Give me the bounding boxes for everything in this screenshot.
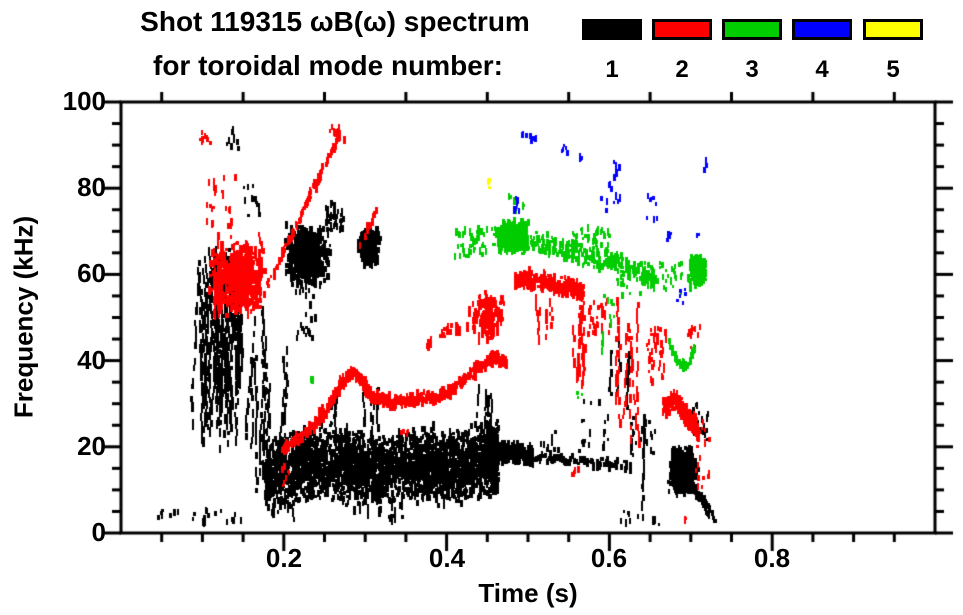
y-tick-label-60: 60 — [77, 257, 106, 288]
x-tick-label-0.6: 0.6 — [590, 543, 628, 573]
legend-label-mode-2: 2 — [675, 56, 689, 83]
legend-swatch-mode-1 — [582, 19, 642, 40]
x-axis-title: Time (s) — [478, 578, 578, 608]
y-tick-label-0: 0 — [91, 516, 106, 547]
legend-swatch-mode-3 — [722, 19, 782, 40]
legend-swatch-mode-2 — [652, 19, 712, 40]
y-axis-title: Frequency (kHz) — [8, 215, 39, 419]
y-tick-label-20: 20 — [77, 430, 106, 461]
y-tick-label-80: 80 — [77, 171, 106, 202]
x-tick-label-0.2: 0.2 — [265, 543, 303, 573]
legend-label-mode-1: 1 — [605, 56, 619, 83]
legend-label-mode-3: 3 — [745, 56, 759, 83]
legend-label-mode-5: 5 — [886, 56, 900, 83]
legend-label-mode-4: 4 — [815, 56, 829, 83]
legend-swatch-mode-5 — [863, 19, 923, 40]
chart-title-line1: Shot 119315 ωB(ω) spectrum — [140, 6, 530, 37]
chart-title-line2: for toroidal mode number: — [153, 50, 503, 81]
y-tick-label-100: 100 — [62, 85, 106, 116]
x-tick-label-0.4: 0.4 — [428, 543, 466, 573]
legend-swatch-mode-4 — [792, 19, 852, 40]
x-tick-label-0.8: 0.8 — [753, 543, 791, 573]
y-tick-label-40: 40 — [77, 344, 106, 375]
